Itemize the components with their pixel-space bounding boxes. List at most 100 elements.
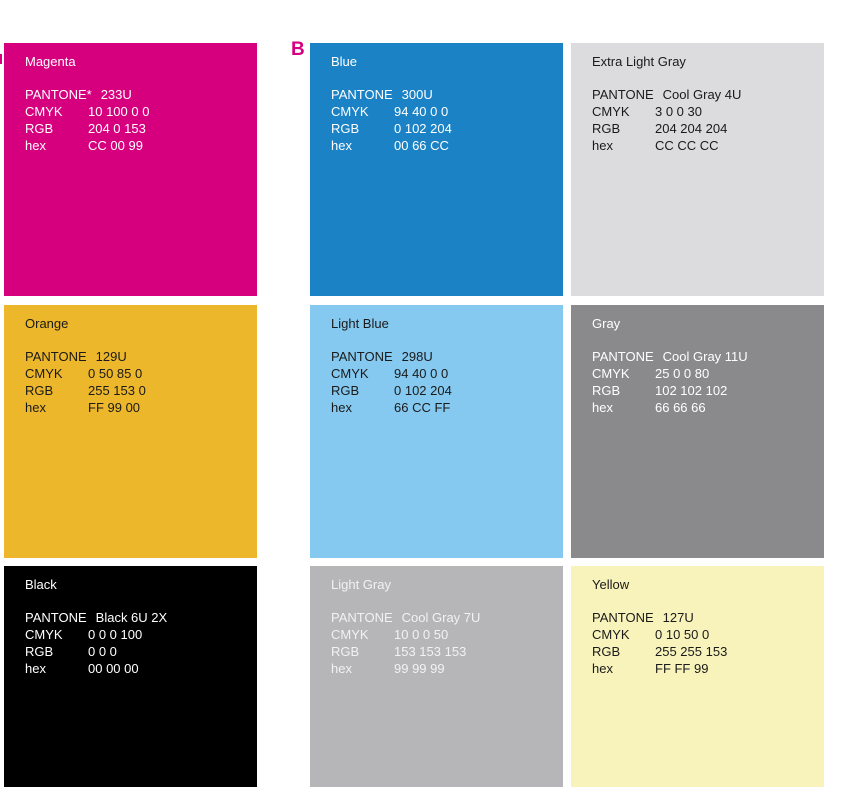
pantone-key: PANTONE	[331, 87, 393, 102]
rgb-value: 0 0 0	[88, 644, 117, 659]
cmyk-row: CMYK 0 50 85 0	[25, 365, 257, 382]
hex-value: 00 00 00	[88, 661, 139, 676]
rgb-row: RGB 204 204 204	[592, 120, 824, 137]
rgb-value: 204 0 153	[88, 121, 146, 136]
hex-value: 99 99 99	[394, 661, 445, 676]
pantone-value: 233U	[100, 87, 132, 102]
hex-value: 00 66 CC	[394, 138, 449, 153]
hex-value: 66 66 66	[655, 400, 706, 415]
rgb-row: RGB 102 102 102	[592, 382, 824, 399]
hex-row: hex 99 99 99	[331, 660, 563, 677]
hex-row: hex FF FF 99	[592, 660, 824, 677]
rgb-row: RGB 204 0 153	[25, 120, 257, 137]
rgb-key: RGB	[25, 644, 54, 659]
section-label: B	[291, 39, 305, 60]
hex-key: hex	[331, 661, 352, 676]
swatch-name: Light Gray	[331, 577, 391, 592]
hex-row: hex 00 66 CC	[331, 137, 563, 154]
hex-value: FF 99 00	[88, 400, 141, 415]
cmyk-row: CMYK 10 100 0 0	[25, 103, 257, 120]
pantone-row: PANTONE 127U	[592, 609, 824, 626]
rgb-key: RGB	[331, 121, 360, 136]
pantone-key: PANTONE	[25, 349, 87, 364]
cmyk-row: CMYK 94 40 0 0	[331, 103, 563, 120]
rgb-row: RGB 0 102 204	[331, 382, 563, 399]
hex-row: hex FF 99 00	[25, 399, 257, 416]
pantone-key: PANTONE	[25, 610, 87, 625]
swatch-name: Black	[25, 577, 57, 592]
hex-value: FF FF 99	[655, 661, 709, 676]
swatch-name: Orange	[25, 316, 69, 331]
pantone-row: PANTONE Cool Gray 4U	[592, 86, 824, 103]
pantone-row: PANTONE Cool Gray 11U	[592, 348, 824, 365]
rgb-value: 255 153 0	[88, 383, 146, 398]
pantone-value: 300U	[401, 87, 433, 102]
pantone-key: PANTONE	[592, 610, 654, 625]
rgb-row: RGB 255 153 0	[25, 382, 257, 399]
rgb-value: 0 102 204	[394, 383, 452, 398]
swatch-blue: Blue PANTONE 300U CMYK 94 40 0 0 RGB 0 1…	[310, 43, 563, 296]
swatch-light-blue: Light Blue PANTONE 298U CMYK 94 40 0 0 R…	[310, 305, 563, 558]
cmyk-key: CMYK	[592, 627, 630, 642]
hex-key: hex	[331, 138, 352, 153]
cmyk-row: CMYK 3 0 0 30	[592, 103, 824, 120]
rgb-row: RGB 0 102 204	[331, 120, 563, 137]
swatch-name: Light Blue	[331, 316, 389, 331]
cmyk-row: CMYK 94 40 0 0	[331, 365, 563, 382]
cmyk-key: CMYK	[25, 627, 63, 642]
hex-key: hex	[592, 661, 613, 676]
rgb-key: RGB	[331, 644, 360, 659]
rgb-value: 102 102 102	[655, 383, 728, 398]
rgb-key: RGB	[592, 121, 621, 136]
cmyk-value: 10 100 0 0	[88, 104, 150, 119]
pantone-value: 127U	[662, 610, 694, 625]
swatch-name: Gray	[592, 316, 621, 331]
swatch-magenta: Magenta PANTONE* 233U CMYK 10 100 0 0 RG…	[4, 43, 257, 296]
pantone-key: PANTONE	[331, 610, 393, 625]
rgb-row: RGB 0 0 0	[25, 643, 257, 660]
pantone-key: PANTONE*	[25, 87, 92, 102]
pantone-row: PANTONE Cool Gray 7U	[331, 609, 563, 626]
swatch-name: Blue	[331, 54, 358, 69]
swatch-yellow: Yellow PANTONE 127U CMYK 0 10 50 0 RGB 2…	[571, 566, 824, 787]
cmyk-row: CMYK 10 0 0 50	[331, 626, 563, 643]
cmyk-key: CMYK	[331, 366, 369, 381]
pantone-value: 129U	[95, 349, 127, 364]
rgb-value: 153 153 153	[394, 644, 467, 659]
rgb-key: RGB	[25, 121, 54, 136]
swatch-gray: Gray PANTONE Cool Gray 11U CMYK 25 0 0 8…	[571, 305, 824, 558]
pantone-value: 298U	[401, 349, 433, 364]
rgb-key: RGB	[25, 383, 54, 398]
pantone-row: PANTONE* 233U	[25, 86, 257, 103]
hex-key: hex	[25, 138, 46, 153]
hex-value: CC CC CC	[655, 138, 719, 153]
swatch-name: Yellow	[592, 577, 630, 592]
hex-key: hex	[25, 400, 46, 415]
hex-row: hex 66 CC FF	[331, 399, 563, 416]
hex-key: hex	[592, 138, 613, 153]
cmyk-value: 3 0 0 30	[655, 104, 702, 119]
pantone-row: PANTONE Black 6U 2X	[25, 609, 257, 626]
hex-key: hex	[592, 400, 613, 415]
pantone-key: PANTONE	[592, 349, 654, 364]
cmyk-key: CMYK	[592, 366, 630, 381]
pantone-row: PANTONE 298U	[331, 348, 563, 365]
cmyk-row: CMYK 25 0 0 80	[592, 365, 824, 382]
cmyk-value: 0 50 85 0	[88, 366, 143, 381]
cmyk-row: CMYK 0 0 0 100	[25, 626, 257, 643]
cmyk-key: CMYK	[592, 104, 630, 119]
cmyk-key: CMYK	[331, 627, 369, 642]
cmyk-key: CMYK	[25, 104, 63, 119]
rgb-key: RGB	[592, 383, 621, 398]
hex-row: hex CC 00 99	[25, 137, 257, 154]
rgb-row: RGB 153 153 153	[331, 643, 563, 660]
cmyk-value: 94 40 0 0	[394, 104, 449, 119]
cmyk-key: CMYK	[25, 366, 63, 381]
swatch-name: Magenta	[25, 54, 76, 69]
pantone-value: Black 6U 2X	[95, 610, 168, 625]
cmyk-value: 0 10 50 0	[655, 627, 710, 642]
cmyk-value: 25 0 0 80	[655, 366, 710, 381]
edge-mark	[0, 54, 2, 64]
cmyk-value: 0 0 0 100	[88, 627, 143, 642]
cmyk-value: 94 40 0 0	[394, 366, 449, 381]
